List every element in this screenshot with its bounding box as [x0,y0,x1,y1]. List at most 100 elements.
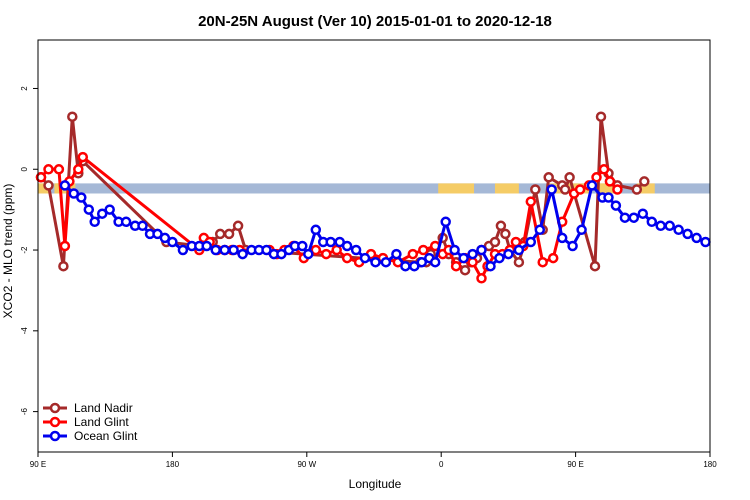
x-tick-label: 0 [439,460,444,469]
data-point [303,248,314,260]
legend: Land Nadir Land Glint Ocean Glint [43,401,138,443]
data-point [43,180,54,191]
data-point [159,232,171,244]
legend-item-land-nadir: Land Nadir [43,401,133,415]
data-point [359,252,371,264]
data-point [628,212,640,223]
x-tick-label: 90 E [567,460,583,469]
data-point [619,212,631,223]
data-point [58,260,69,272]
data-point [485,260,496,272]
data-point [429,256,441,268]
data-point [476,273,487,284]
data-point [567,240,578,252]
y-tick-label: 0 [20,166,29,171]
data-point [43,164,54,175]
data-point [664,220,675,232]
data-point [228,244,239,256]
data-point [556,232,568,244]
y-tick-label: -2 [20,246,29,254]
chart-title: 20N-25N August (Ver 10) 2015-01-01 to 20… [198,13,552,30]
data-point [320,248,332,260]
band-land-segment [636,183,655,194]
x-tick-label: 90 W [297,460,316,469]
data-point [612,184,623,195]
data-point [559,184,571,195]
x-axis: 90 E 180 90 W 0 90 E 180 [30,452,717,469]
data-point [459,264,471,276]
data-point [700,236,711,248]
series-ocean-glint [59,180,711,272]
band-land-segment [494,183,519,194]
data-point [595,111,607,122]
data-point [104,204,115,215]
data-point [655,220,666,232]
data-point [68,188,80,199]
plot-frame [37,39,711,453]
legend-label-land-nadir: Land Nadir [74,401,133,415]
data-point [574,184,586,195]
data-point [691,232,702,244]
data-point [96,208,108,219]
data-point [409,260,420,272]
x-tick-label: 180 [703,460,717,469]
legend-label-land-glint: Land Glint [74,415,129,429]
data-point [586,180,598,191]
band-land-segment [599,183,613,194]
data-point [370,256,381,268]
data-point [391,248,402,260]
data-point [400,260,411,272]
data-point [59,240,71,252]
legend-marker-land-nadir [49,402,61,414]
data-point [137,220,148,232]
data-point [223,228,235,240]
data-point [495,220,507,232]
y-axis: 2 0 -2 -4 -6 [20,86,38,415]
data-point [261,244,272,256]
data-point [589,260,601,272]
data-point [637,208,649,219]
data-point [513,256,525,268]
data-point [604,176,616,187]
data-point [416,256,428,268]
data-point [35,172,47,183]
data-point [120,216,132,228]
data-point [67,111,78,122]
data-point [341,240,353,252]
data-point [513,244,525,256]
data-point [210,244,221,256]
y-axis-label: XCO2 - MLO trend (ppm) [1,184,15,319]
band-ocean [38,183,710,194]
data-point [325,236,336,248]
legend-label-ocean-glint: Ocean Glint [74,429,138,443]
data-point [380,256,392,268]
data-point [530,184,541,195]
data-point [476,244,487,256]
data-point [546,184,557,195]
band-land-segment [438,183,475,194]
data-point [449,244,460,256]
legend-marker-ocean-glint [49,430,61,442]
data-point [547,252,559,264]
x-axis-label: Longitude [349,477,402,491]
data-point [467,248,478,260]
data-point [503,248,514,260]
data-point [440,216,451,228]
data-point [576,224,587,236]
data-point [53,164,65,175]
data-point [297,240,308,252]
data-point [489,236,501,248]
data-point [610,200,622,211]
data-point [537,256,548,268]
data-point [673,224,684,236]
data-point [76,192,87,203]
data-point [276,248,287,260]
data-point [219,244,230,256]
data-point [564,172,575,183]
data-point [73,164,84,175]
legend-marker-land-glint [49,416,61,428]
data-point [450,260,462,272]
data-point [77,151,89,163]
band-land-segment [38,183,49,194]
data-point [603,192,614,203]
